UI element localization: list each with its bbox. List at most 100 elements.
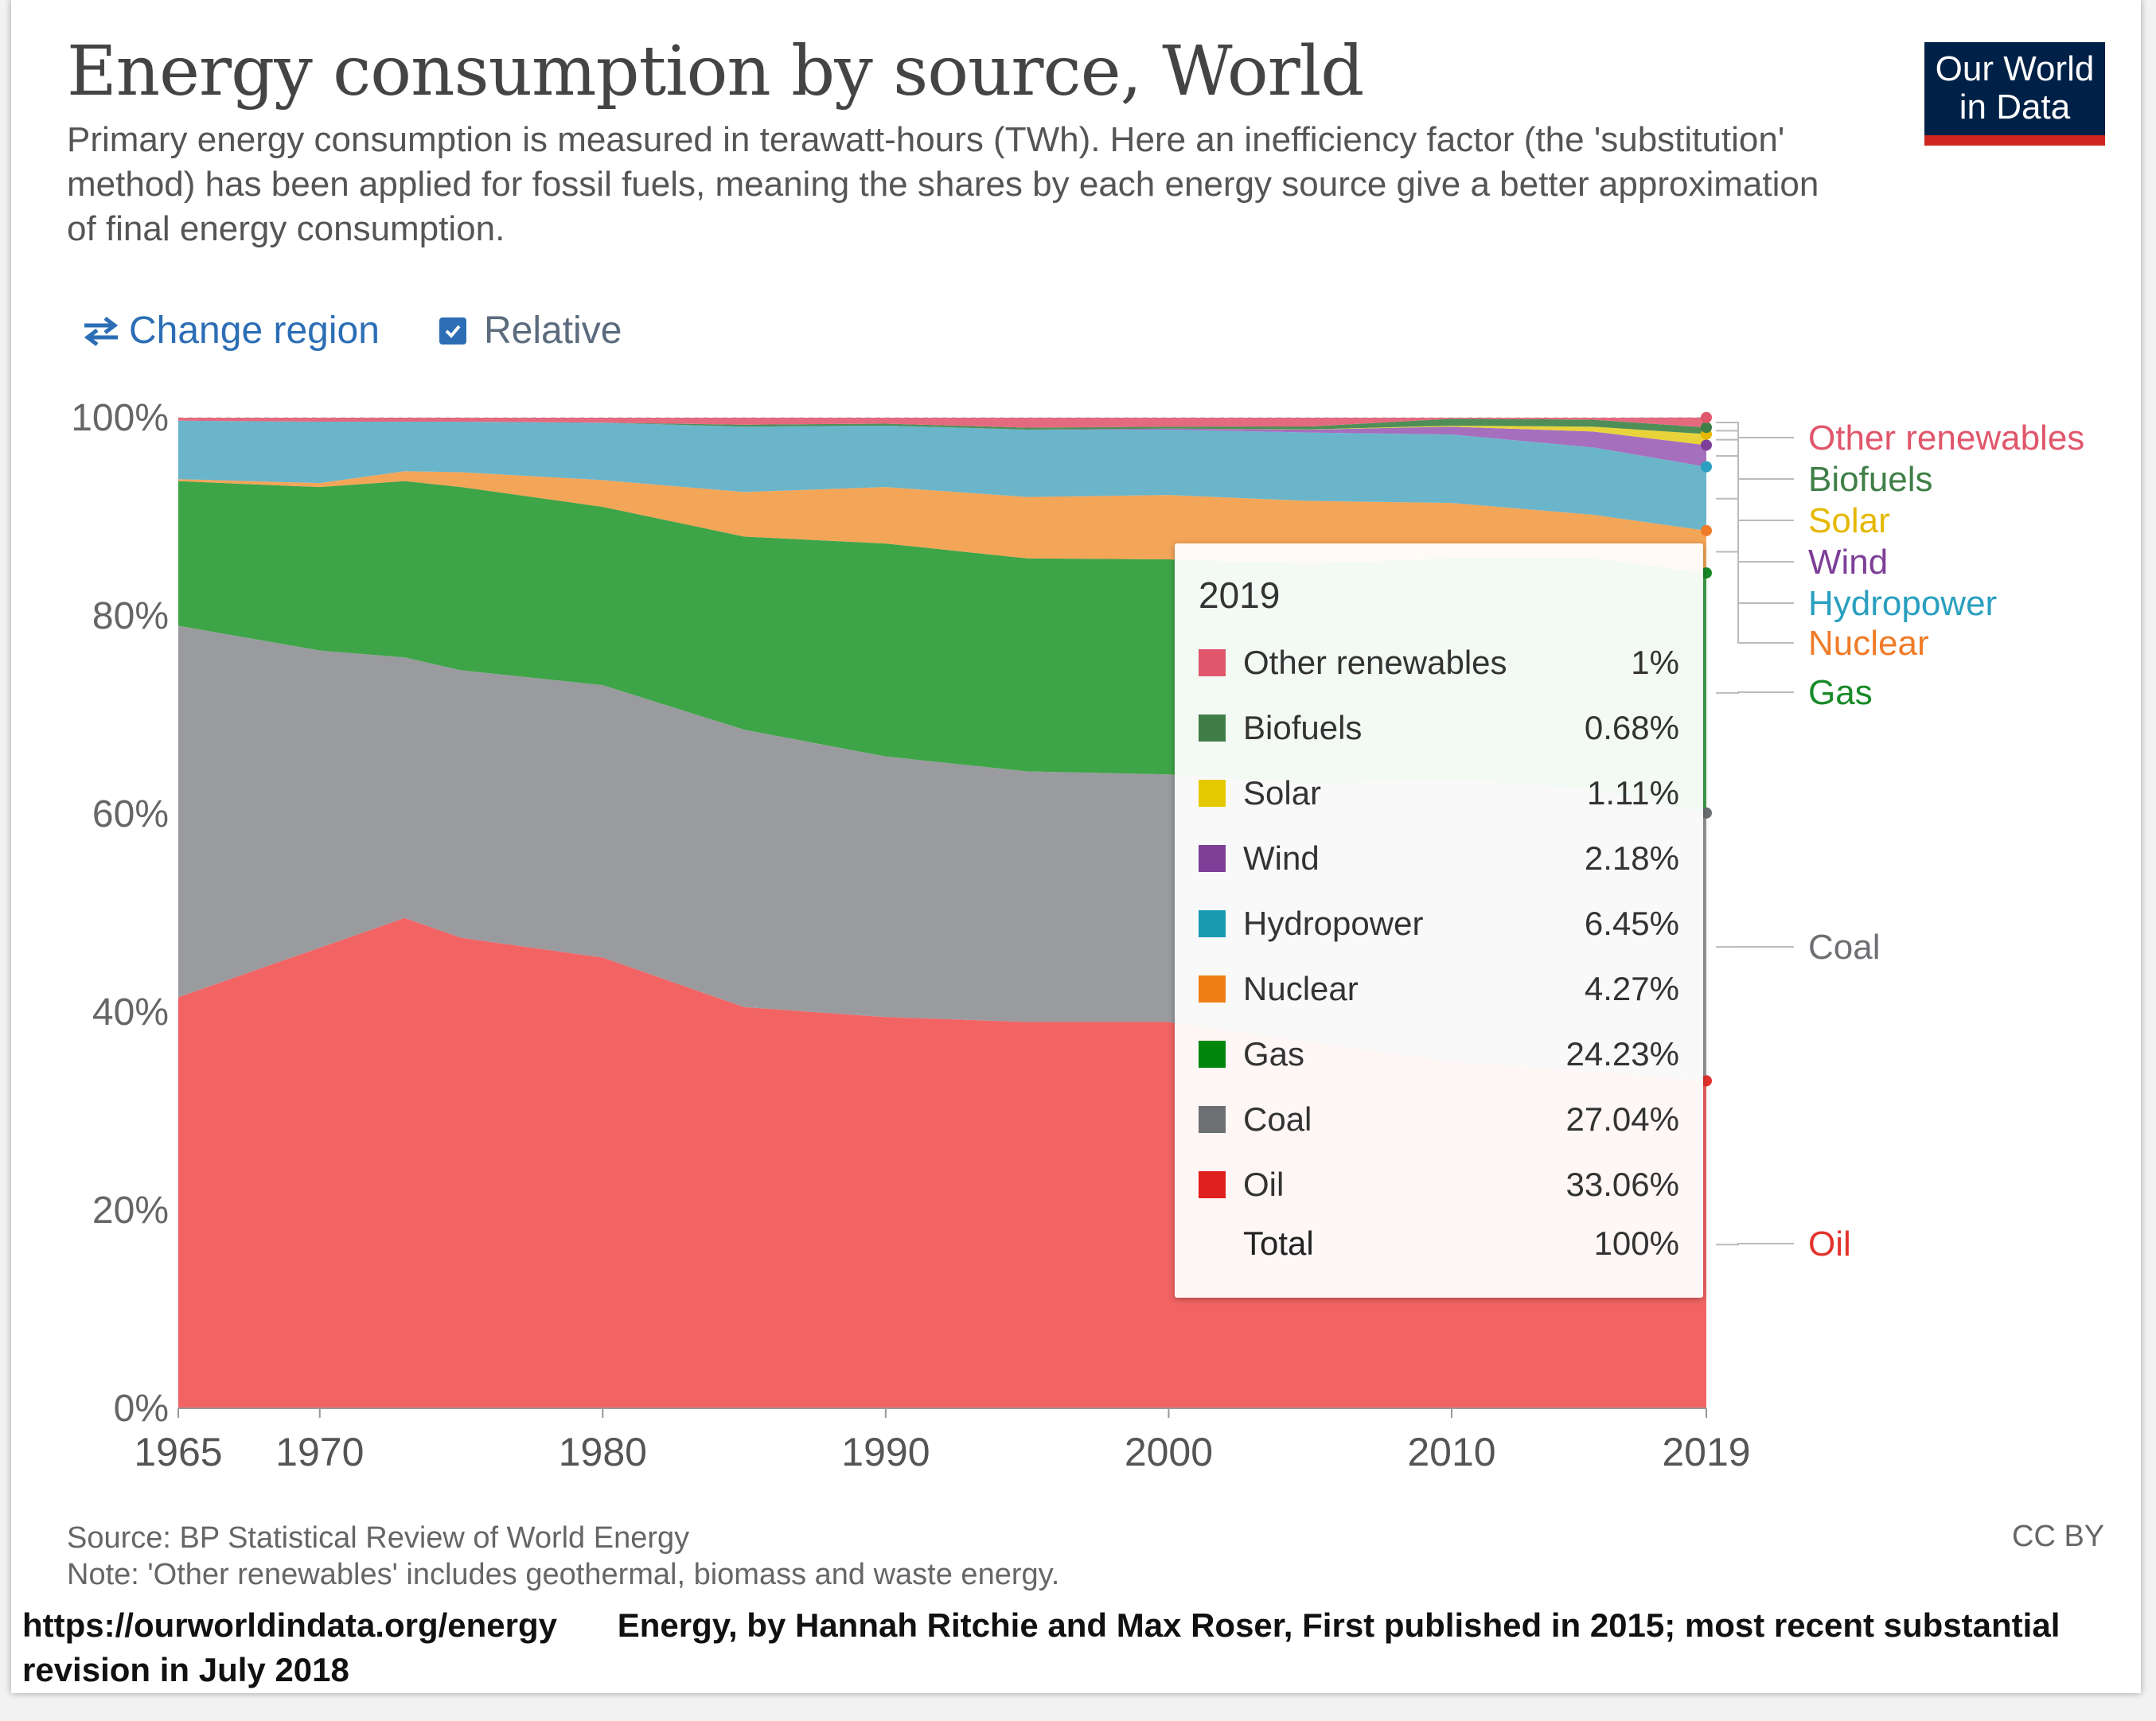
legend-label-wind: Wind xyxy=(1808,543,1888,582)
tooltip-row: Wind 2.18% xyxy=(1199,835,1679,882)
series-end-dots xyxy=(1701,411,1712,1087)
stacked-area-chart: 0% 20% 40% 60% 80% 100% 1965 1970 1980 1990 2000 20… xyxy=(71,397,2084,1474)
end-dot-other-renewables xyxy=(1701,411,1712,423)
tooltip-row: Oil 33.06% xyxy=(1199,1161,1679,1209)
legend-swatch xyxy=(1199,714,1226,742)
tooltip-series-name: Other renewables xyxy=(1243,644,1507,681)
change-region-label: Change region xyxy=(129,310,380,352)
legend-swatch xyxy=(1199,1106,1226,1133)
tooltip-row: Other renewables 1% xyxy=(1199,639,1679,687)
checkbox-checked-icon xyxy=(439,317,466,345)
legend-leader-line xyxy=(1716,438,1794,521)
tooltip-total-label: Total xyxy=(1243,1225,1314,1262)
legend-label-oil: Oil xyxy=(1808,1225,1851,1263)
tooltip-row: Solar 1.11% xyxy=(1199,769,1679,817)
license-link[interactable]: CC BY xyxy=(2012,1520,2105,1553)
legend-label-biofuels: Biofuels xyxy=(1808,460,1933,499)
area-biofuels xyxy=(178,419,1706,434)
tooltip-series-name: Coal xyxy=(1243,1100,1312,1138)
area-other-renewables xyxy=(178,417,1706,428)
area-hydropower xyxy=(178,420,1706,531)
y-tick-label: 100% xyxy=(71,397,169,439)
swap-arrows-icon xyxy=(84,316,119,346)
x-tick-label: 1980 xyxy=(559,1430,647,1474)
chart-subtitle: Primary energy consumption is measured i… xyxy=(67,120,1819,248)
end-dot-oil xyxy=(1701,1075,1712,1087)
x-tick-label: 1965 xyxy=(134,1430,222,1474)
source-text[interactable]: Source: BP Statistical Review of World E… xyxy=(67,1521,690,1555)
x-tick-label: 2019 xyxy=(1662,1430,1750,1474)
y-tick-label: 60% xyxy=(92,793,169,835)
chart-title: Energy consumption by source, World xyxy=(67,32,1364,111)
logo-line-1: Our World xyxy=(1935,49,2095,88)
end-dot-biofuels xyxy=(1701,422,1712,434)
citation-url[interactable]: https://ourworldindata.org/energy xyxy=(22,1606,558,1644)
citation-footer: https://ourworldindata.org/energy Energy… xyxy=(22,1603,2131,1692)
relative-checkbox[interactable]: Relative xyxy=(439,309,622,352)
tooltip-series-value: 27.04% xyxy=(1565,1100,1679,1138)
citation-text: Energy, by Hannah Ritchie and Max Roser,… xyxy=(22,1606,2060,1688)
owid-logo[interactable]: Our World in Data xyxy=(1924,42,2105,146)
tooltip-series-name: Hydropower xyxy=(1243,905,1424,942)
legend: Other renewablesBiofuelsSolarWindHydropo… xyxy=(1716,419,2084,1263)
relative-label: Relative xyxy=(484,310,622,352)
legend-swatch xyxy=(1199,975,1226,1003)
logo-line-2: in Data xyxy=(1959,88,2071,127)
tooltip-series-value: 24.23% xyxy=(1565,1035,1679,1073)
legend-label-gas: Gas xyxy=(1808,673,1873,712)
end-dot-hydropower xyxy=(1701,461,1712,473)
end-dot-wind xyxy=(1701,439,1712,451)
axes: 0% 20% 40% 60% 80% 100% 1965 1970 1980 1990 2000 20… xyxy=(71,397,1750,1474)
x-tick-label: 2000 xyxy=(1125,1430,1213,1474)
tooltip-row: Gas 24.23% xyxy=(1199,1030,1679,1078)
tooltip-row: Hydropower 6.45% xyxy=(1199,900,1679,948)
legend-label-coal: Coal xyxy=(1808,928,1881,967)
tooltip-row: Coal 27.04% xyxy=(1199,1096,1679,1143)
tooltip-series-value: 6.45% xyxy=(1584,905,1679,942)
legend-swatch xyxy=(1199,845,1226,872)
tooltip-series-name: Biofuels xyxy=(1243,709,1363,746)
tooltip-year: 2019 xyxy=(1199,574,1281,616)
legend-label-nuclear: Nuclear xyxy=(1808,624,1929,663)
legend-swatch xyxy=(1199,649,1226,676)
tooltip-series-value: 4.27% xyxy=(1584,970,1679,1007)
tooltip-total-row: Total 100% xyxy=(1243,1225,1679,1263)
y-tick-label: 80% xyxy=(92,595,169,637)
tooltip-series-name: Gas xyxy=(1243,1035,1305,1073)
x-tick-label: 1990 xyxy=(841,1430,930,1474)
data-tooltip: 2019 Other renewables 1% Biofuels 0.68% Sola… xyxy=(1175,543,1703,1298)
area-wind xyxy=(178,420,1706,467)
legend-label-hydropower: Hydropower xyxy=(1808,584,1997,623)
x-tick-label: 2010 xyxy=(1407,1430,1495,1474)
tooltip-series-value: 33.06% xyxy=(1565,1166,1679,1203)
legend-swatch xyxy=(1199,910,1226,937)
tooltip-total-value: 100% xyxy=(1593,1225,1679,1262)
y-tick-label: 40% xyxy=(92,991,169,1034)
end-dot-coal xyxy=(1701,807,1712,819)
legend-swatch xyxy=(1199,780,1226,807)
end-dot-nuclear xyxy=(1701,524,1712,536)
legend-label-solar: Solar xyxy=(1808,501,1890,540)
legend-label-other-renewables: Other renewables xyxy=(1808,419,2084,458)
end-dot-gas xyxy=(1701,567,1712,579)
x-tick-label: 1970 xyxy=(275,1430,364,1474)
change-region-button[interactable]: Change region xyxy=(81,309,380,352)
note-text: Note: 'Other renewables' includes geothe… xyxy=(67,1558,1060,1591)
tooltip-row: Nuclear 4.27% xyxy=(1199,965,1679,1013)
legend-leader-line xyxy=(1716,691,1794,694)
legend-leader-line xyxy=(1716,455,1794,563)
legend-leader-line xyxy=(1716,551,1794,644)
legend-swatch xyxy=(1199,1171,1226,1198)
tooltip-series-value: 1.11% xyxy=(1587,774,1679,812)
tooltip-series-name: Oil xyxy=(1243,1166,1285,1203)
chart-card: Energy consumption by source, World Prim… xyxy=(11,0,2141,1693)
tooltip-series-name: Wind xyxy=(1243,839,1320,877)
tooltip-row: Biofuels 0.68% xyxy=(1199,704,1679,752)
logo-stripe xyxy=(1924,135,2105,146)
legend-leader-line xyxy=(1716,497,1794,604)
legend-swatch xyxy=(1199,1041,1226,1068)
tooltip-series-value: 1% xyxy=(1631,644,1679,681)
tooltip-series-value: 2.18% xyxy=(1584,839,1679,877)
y-tick-label: 20% xyxy=(92,1190,169,1232)
tooltip-series-value: 0.68% xyxy=(1584,709,1679,746)
